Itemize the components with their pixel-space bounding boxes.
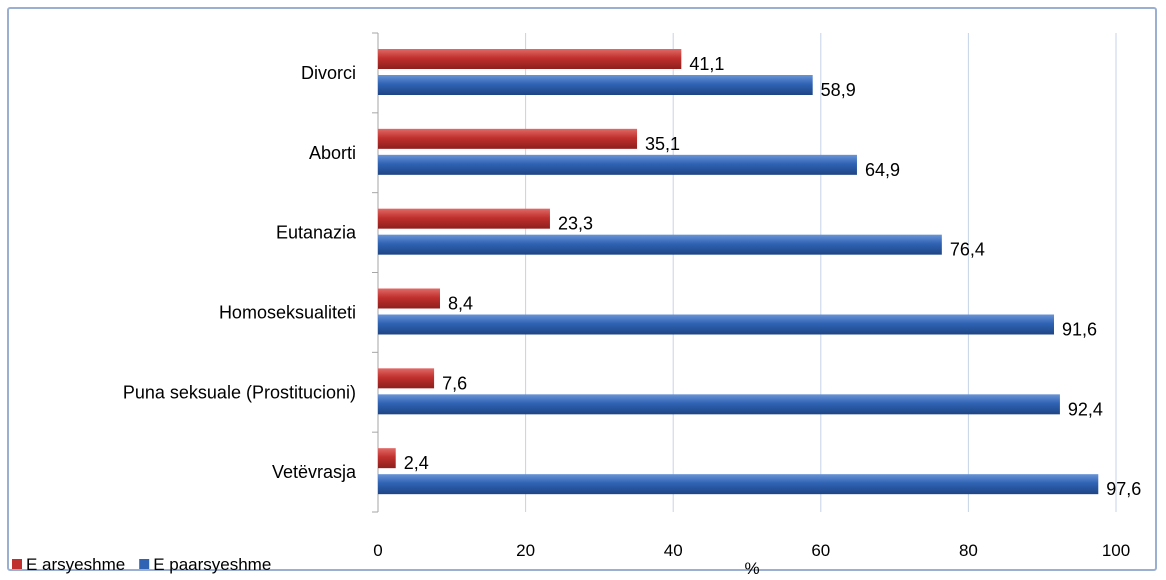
legend-label-e-arsyeshme: E arsyeshme [26,555,125,574]
data-label-e-paarsyeshme-divorci: 58,9 [821,80,856,100]
data-label-e-paarsyeshme-puna-seksuale-prostitucioni: 92,4 [1068,399,1103,419]
legend-swatch-e-arsyeshme [12,559,22,569]
legend-swatch-e-paarsyeshme [139,559,150,569]
bar-e-arsyeshme-divorci [378,49,682,69]
x-tick-label-0: 0 [373,541,382,560]
x-tick-label-80: 80 [959,541,978,560]
x-tick-label-40: 40 [664,541,683,560]
data-label-e-arsyeshme-aborti: 35,1 [645,134,680,154]
bar-e-paarsyeshme-puna-seksuale-prostitucioni [378,394,1060,415]
category-label-vetevrasja: Vetëvrasja [272,462,357,482]
bar-e-paarsyeshme-homoseksualiteti [378,314,1055,335]
bar-e-paarsyeshme-divorci [378,75,813,95]
data-label-e-paarsyeshme-aborti: 64,9 [865,160,900,180]
data-label-e-paarsyeshme-eutanazia: 76,4 [950,240,985,260]
x-tick-label-20: 20 [516,541,535,560]
data-label-e-arsyeshme-puna-seksuale-prostitucioni: 7,6 [442,373,467,393]
x-tick-label-60: 60 [811,541,830,560]
data-labels: Divorci 41,1 58,9 Aborti 35,1 64,9 Eutanazia 23… [123,54,1141,499]
data-label-e-arsyeshme-eutanazia: 23,3 [558,214,593,234]
data-label-e-arsyeshme-divorci: 41,1 [689,54,724,74]
x-axis-label: % [744,559,759,578]
bar-e-paarsyeshme-eutanazia [378,234,942,255]
bars [378,49,1099,495]
legend-label-e-paarsyeshme: E paarsyeshme [153,555,271,574]
legend: E arsyeshme E paarsyeshme [12,555,271,574]
gridlines [525,33,1117,512]
bar-e-paarsyeshme-aborti [378,154,857,175]
category-label-aborti: Aborti [309,143,356,163]
bar-e-arsyeshme-aborti [378,128,638,149]
bar-e-arsyeshme-vetevrasja [378,448,396,469]
data-label-e-arsyeshme-homoseksualiteti: 8,4 [448,294,473,314]
category-label-eutanazia: Eutanazia [276,223,357,243]
data-label-e-arsyeshme-vetevrasja: 2,4 [404,453,429,473]
data-label-e-paarsyeshme-homoseksualiteti: 91,6 [1062,320,1097,340]
bar-e-arsyeshme-eutanazia [378,208,550,229]
bar-e-arsyeshme-puna-seksuale-prostitucioni [378,368,435,389]
axes: 0 20 40 60 80 100 [372,32,1130,560]
bar-e-arsyeshme-homoseksualiteti [378,288,440,309]
data-label-e-paarsyeshme-vetevrasja: 97,6 [1106,479,1141,499]
category-label-puna-seksuale-prostitucioni: Puna seksuale (Prostitucioni) [123,382,356,402]
x-tick-label-100: 100 [1102,541,1130,560]
category-label-divorci: Divorci [301,63,356,83]
category-label-homoseksualiteti: Homoseksualiteti [219,302,356,322]
bar-e-paarsyeshme-vetevrasja [378,474,1099,495]
